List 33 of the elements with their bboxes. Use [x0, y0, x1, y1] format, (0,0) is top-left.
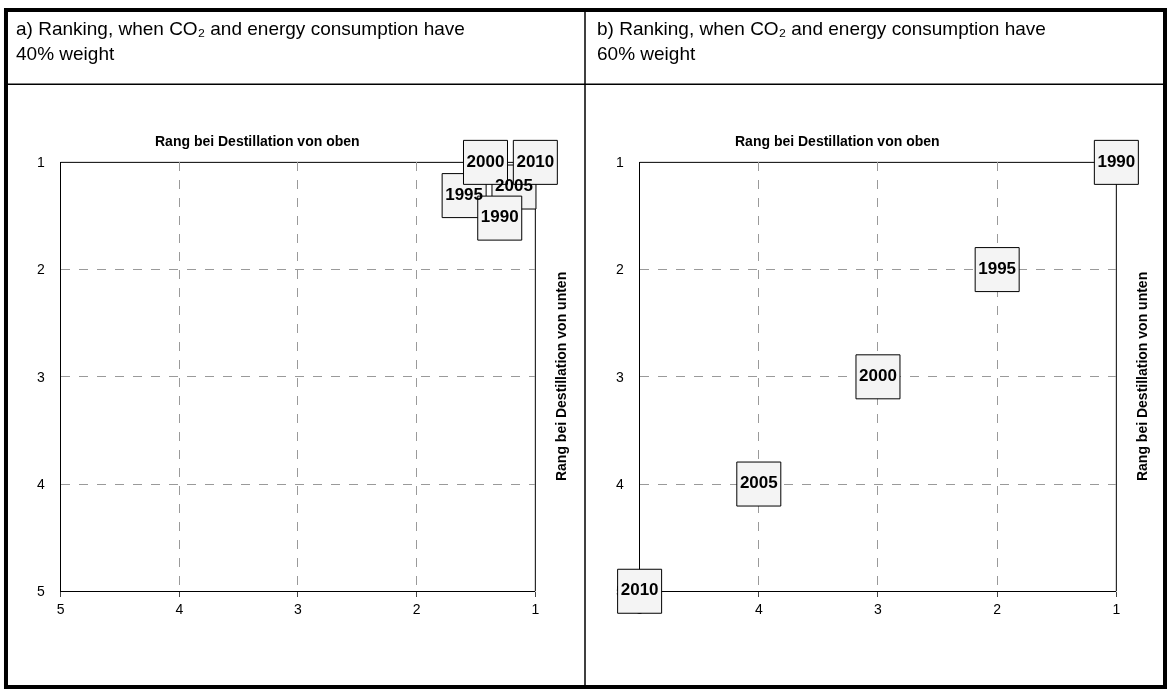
series-label: 1990 [480, 207, 519, 227]
x-axis-title: Rang bei Destillation von oben [155, 133, 360, 149]
x-tick-label: 2 [412, 601, 421, 618]
x-tick-label: 5 [56, 601, 65, 618]
y-tick-label: 4 [37, 475, 46, 492]
x-tick-label: 4 [754, 601, 763, 618]
series-label: 2010 [516, 151, 555, 171]
series-label: 1995 [445, 184, 484, 204]
y-tick-label: 1 [37, 154, 46, 171]
y-axis-title: Rang bei Destillation von unten [1134, 271, 1151, 482]
x-tick-label: 3 [294, 601, 303, 618]
x-tick-label: 4 [175, 601, 184, 618]
x-axis-title: Rang bei Destillation von oben [735, 133, 940, 149]
y-tick-label: 3 [37, 368, 46, 385]
x-tick-label: 3 [874, 601, 883, 618]
y-axis-title: Rang bei Destillation von unten [553, 271, 570, 482]
series-label: 2005 [739, 473, 778, 493]
x-tick-label: 1 [1112, 601, 1121, 618]
x-tick-label: 1 [531, 601, 540, 618]
y-tick-label: 2 [37, 261, 46, 278]
series-label: 2010 [620, 580, 659, 600]
x-tick-label: 2 [993, 601, 1002, 618]
series-label: 2000 [466, 151, 505, 171]
series-label: 2000 [859, 366, 897, 386]
y-tick-label: 4 [616, 475, 625, 492]
y-tick-label: 1 [616, 154, 625, 171]
y-tick-label: 5 [37, 583, 46, 600]
chart-title: a) Ranking, when CO₂ and energy consumption have 40% weight [16, 18, 465, 64]
y-tick-label: 2 [616, 261, 625, 278]
chart-title: b) Ranking, when CO₂ and energy consumption have 60% weight [597, 18, 1046, 64]
series-label: 1995 [978, 258, 1017, 278]
series-label: 1990 [1097, 151, 1136, 171]
y-tick-label: 3 [616, 368, 625, 385]
